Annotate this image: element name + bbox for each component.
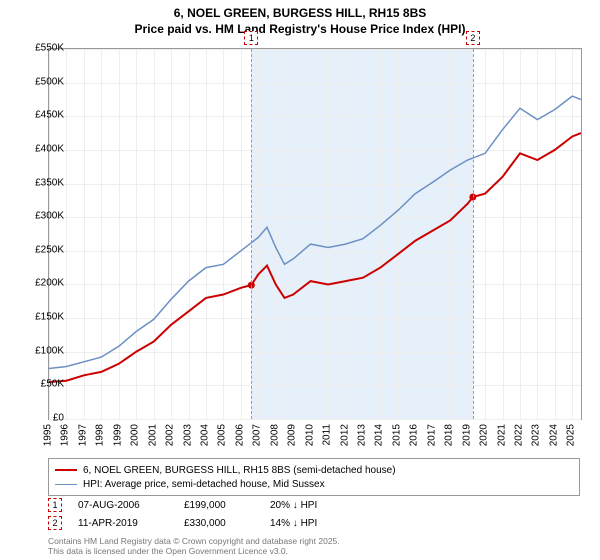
x-tick-label: 2006 <box>234 424 245 446</box>
sale-date: 07-AUG-2006 <box>78 500 168 511</box>
x-tick-label: 2013 <box>356 424 367 446</box>
legend-label: 6, NOEL GREEN, BURGESS HILL, RH15 8BS (s… <box>83 465 396 476</box>
x-tick-label: 2002 <box>165 424 176 446</box>
sale-row-marker: 2 <box>48 516 62 530</box>
x-tick-label: 2024 <box>548 424 559 446</box>
series-hpi <box>49 96 581 368</box>
x-axis-labels: 1995199619971998199920002001200220032004… <box>48 420 580 450</box>
x-tick-label: 2020 <box>479 424 490 446</box>
x-tick-label: 2012 <box>339 424 350 446</box>
x-tick-label: 1998 <box>95 424 106 446</box>
x-tick-label: 2003 <box>182 424 193 446</box>
y-tick-label: £450K <box>24 110 64 121</box>
y-tick-label: £300K <box>24 211 64 222</box>
y-tick-label: £400K <box>24 143 64 154</box>
x-tick-label: 2007 <box>252 424 263 446</box>
legend-label: HPI: Average price, semi-detached house,… <box>83 479 325 490</box>
x-tick-label: 2023 <box>531 424 542 446</box>
chart-plot-area: 12 <box>48 48 582 420</box>
x-tick-label: 1997 <box>77 424 88 446</box>
sale-row: 1 07-AUG-2006 £199,000 20% ↓ HPI <box>48 496 580 514</box>
sale-row: 2 11-APR-2019 £330,000 14% ↓ HPI <box>48 514 580 532</box>
x-tick-label: 2015 <box>391 424 402 446</box>
y-tick-label: £350K <box>24 177 64 188</box>
x-tick-label: 2014 <box>374 424 385 446</box>
legend-swatch <box>55 469 77 471</box>
x-tick-label: 2005 <box>217 424 228 446</box>
x-tick-label: 2008 <box>269 424 280 446</box>
sale-price: £330,000 <box>184 518 254 529</box>
y-tick-label: £150K <box>24 312 64 323</box>
chart-title-2: Price paid vs. HM Land Registry's House … <box>0 22 600 36</box>
x-tick-label: 1995 <box>43 424 54 446</box>
y-tick-label: £100K <box>24 345 64 356</box>
sale-date: 11-APR-2019 <box>78 518 168 529</box>
sale-marker-label: 2 <box>466 31 480 45</box>
y-tick-label: £500K <box>24 76 64 87</box>
sale-marker-label: 1 <box>244 31 258 45</box>
x-tick-label: 2010 <box>304 424 315 446</box>
y-tick-label: £550K <box>24 43 64 54</box>
x-tick-label: 2019 <box>461 424 472 446</box>
copyright-footer: Contains HM Land Registry data © Crown c… <box>48 536 580 556</box>
chart-legend: 6, NOEL GREEN, BURGESS HILL, RH15 8BS (s… <box>48 458 580 496</box>
x-tick-label: 2022 <box>513 424 524 446</box>
sale-price: £199,000 <box>184 500 254 511</box>
chart-title-1: 6, NOEL GREEN, BURGESS HILL, RH15 8BS <box>0 0 600 22</box>
legend-item: HPI: Average price, semi-detached house,… <box>55 477 573 491</box>
footer-line-1: Contains HM Land Registry data © Crown c… <box>48 536 580 546</box>
x-tick-label: 2017 <box>426 424 437 446</box>
sale-hpi-delta: 20% ↓ HPI <box>270 500 360 511</box>
footer-line-2: This data is licensed under the Open Gov… <box>48 546 580 556</box>
sale-row-marker: 1 <box>48 498 62 512</box>
y-tick-label: £200K <box>24 278 64 289</box>
legend-item: 6, NOEL GREEN, BURGESS HILL, RH15 8BS (s… <box>55 463 573 477</box>
sale-events-table: 1 07-AUG-2006 £199,000 20% ↓ HPI 2 11-APR-201… <box>48 496 580 532</box>
x-tick-label: 2016 <box>409 424 420 446</box>
legend-swatch <box>55 484 77 485</box>
sale-hpi-delta: 14% ↓ HPI <box>270 518 360 529</box>
y-tick-label: £250K <box>24 244 64 255</box>
series-price_paid <box>49 133 581 382</box>
y-tick-label: £50K <box>24 379 64 390</box>
x-tick-label: 2004 <box>199 424 210 446</box>
x-tick-label: 2025 <box>566 424 577 446</box>
x-tick-label: 2018 <box>444 424 455 446</box>
x-tick-label: 2000 <box>130 424 141 446</box>
x-tick-label: 1996 <box>60 424 71 446</box>
x-tick-label: 2001 <box>147 424 158 446</box>
x-tick-label: 2011 <box>322 424 333 446</box>
x-tick-label: 1999 <box>112 424 123 446</box>
x-tick-label: 2009 <box>287 424 298 446</box>
x-tick-label: 2021 <box>496 424 507 446</box>
